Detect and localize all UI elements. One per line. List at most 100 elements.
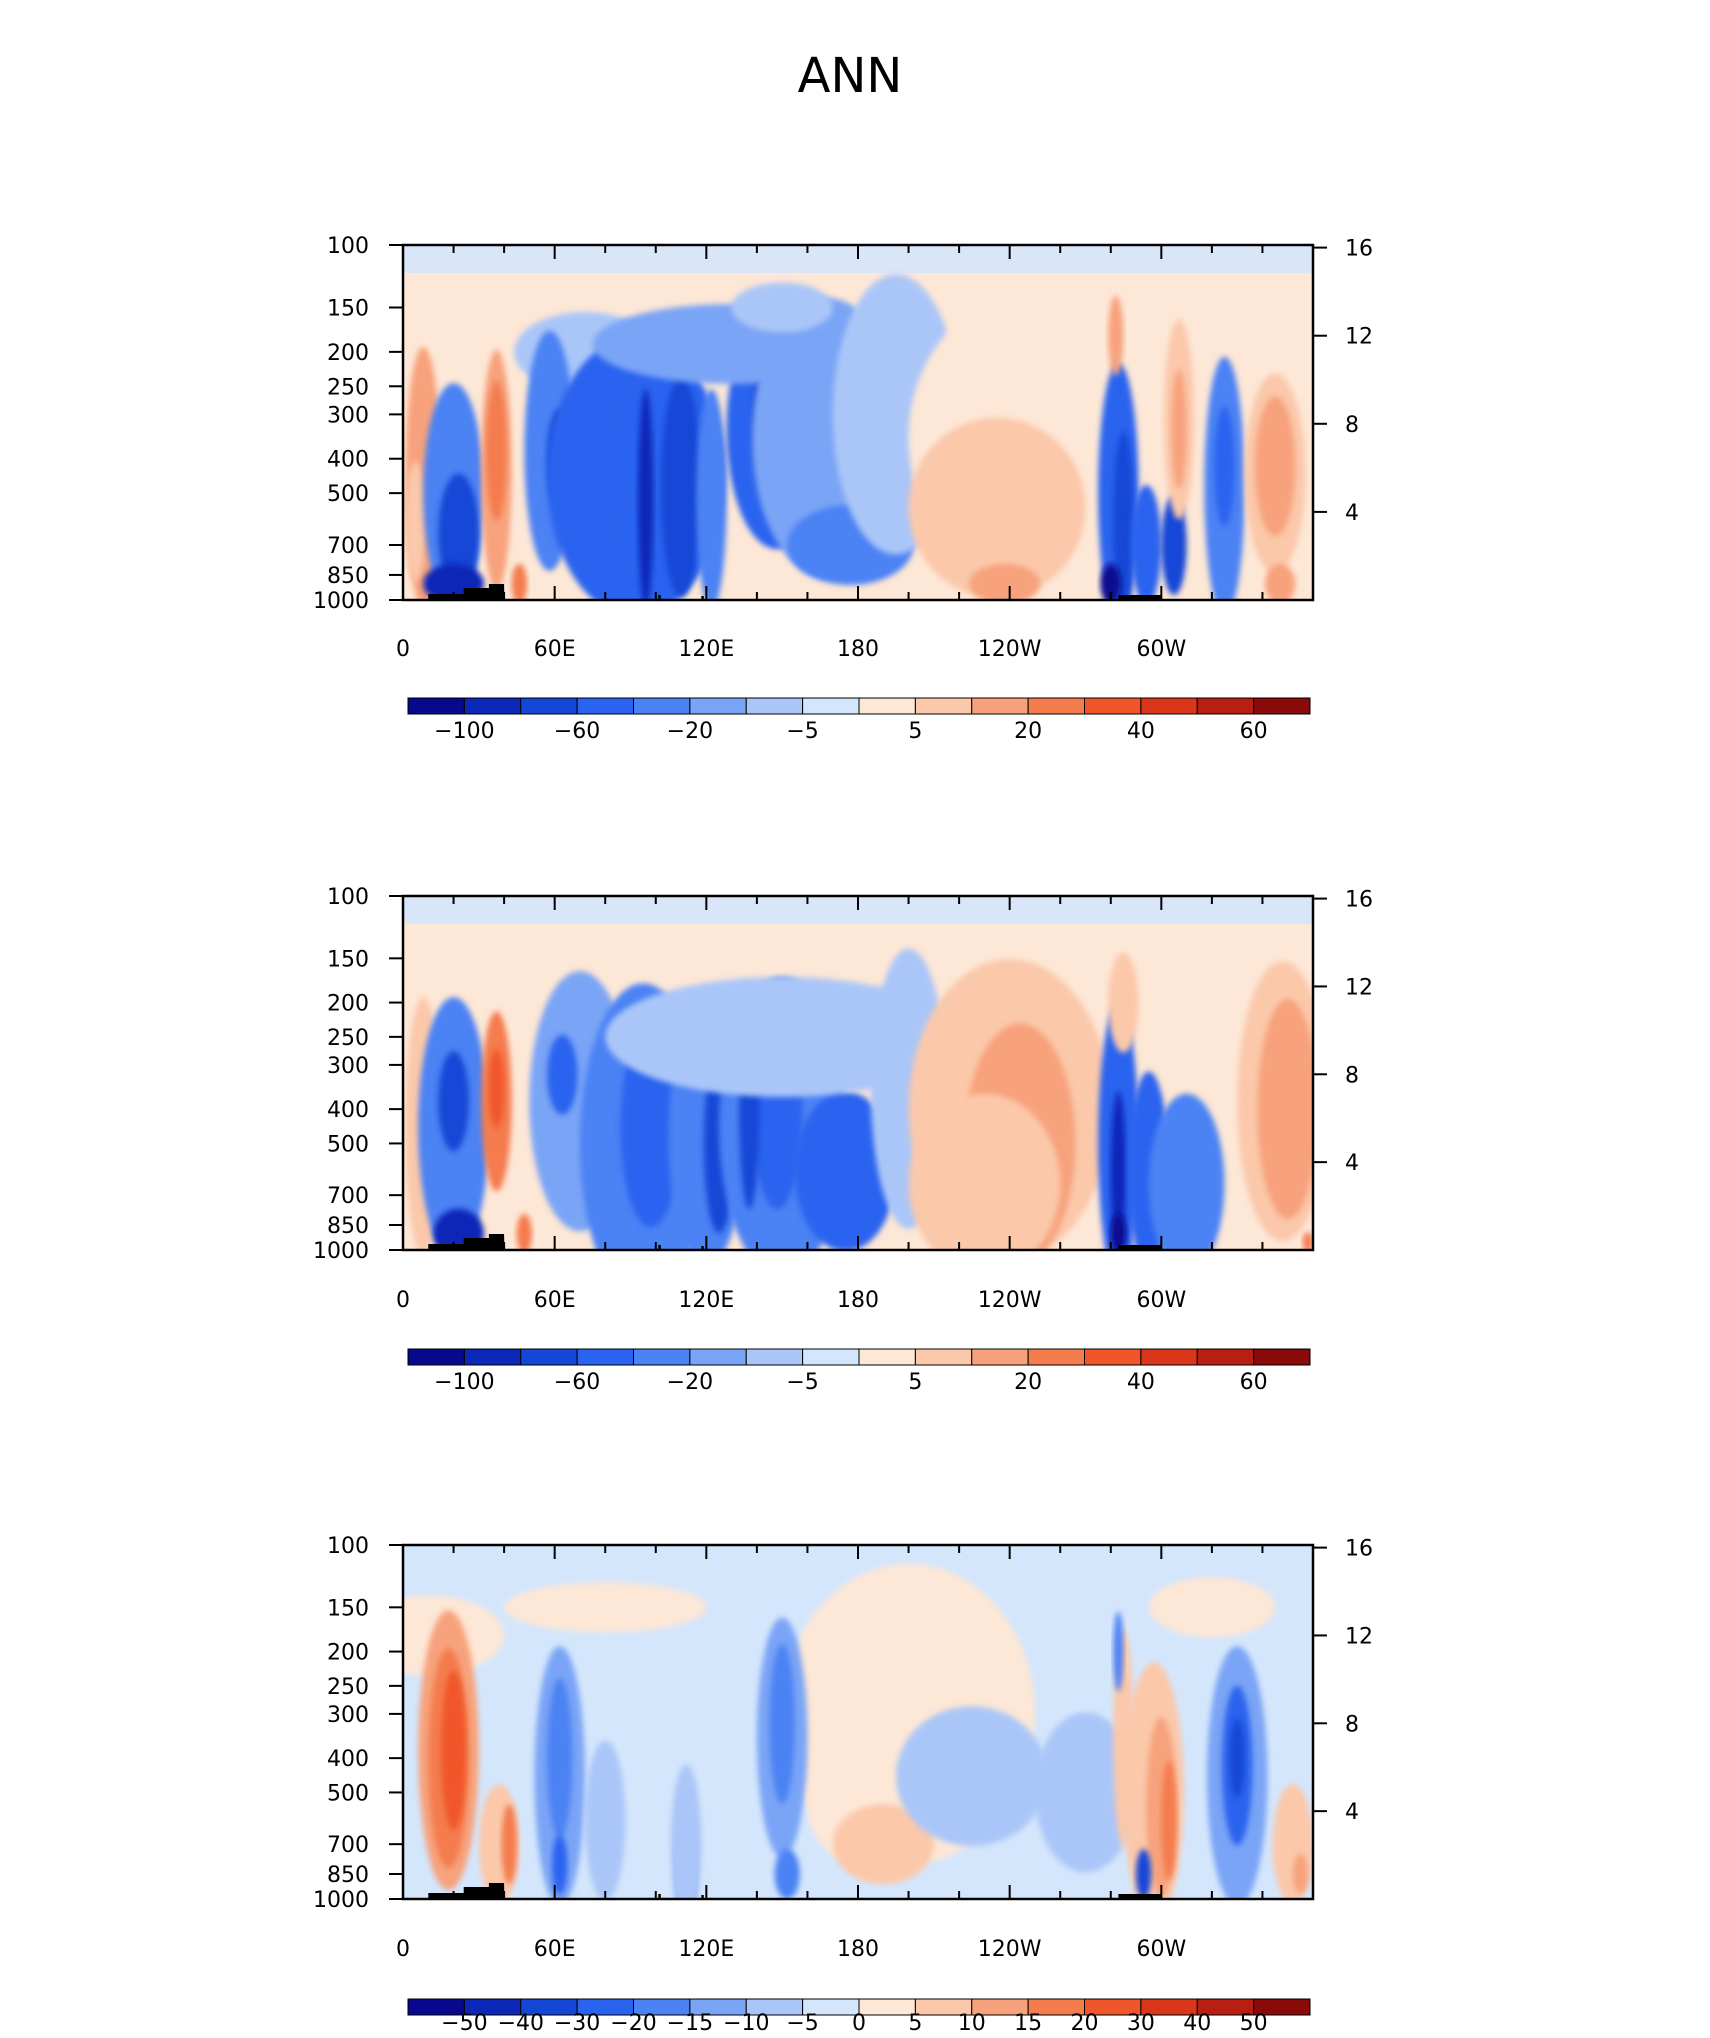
x-tick-label: 180 xyxy=(837,1288,879,1313)
y-right-tick-label: 8 xyxy=(1345,1712,1359,1737)
contour-region xyxy=(660,376,702,597)
y-tick-label: 400 xyxy=(327,1098,369,1123)
x-tick-label: 60E xyxy=(534,1937,576,1962)
colorbar-segment xyxy=(858,1348,916,1366)
contour-region xyxy=(501,1804,517,1885)
colorbar-segment xyxy=(745,697,804,715)
colorbar-segment xyxy=(1084,697,1142,715)
colorbar-label: 20 xyxy=(1071,2011,1099,2036)
colorbar-label: 5 xyxy=(908,1370,922,1395)
contour-region xyxy=(1257,999,1313,1220)
contour-region xyxy=(1161,495,1187,595)
land-mask xyxy=(1118,1894,1162,1899)
y-tick-label: 250 xyxy=(327,1675,369,1700)
y-tick-label: 200 xyxy=(327,992,369,1017)
colorbar-label: 40 xyxy=(1127,1370,1155,1395)
contour-region xyxy=(1113,431,1134,600)
y-tick-label: 1000 xyxy=(313,1888,369,1913)
colorbar-label: 40 xyxy=(1183,2011,1211,2036)
contour-region xyxy=(1161,1760,1177,1881)
colorbar-segment xyxy=(689,1348,747,1366)
y-right-tick-label: 8 xyxy=(1345,1063,1359,1088)
contour-region xyxy=(1214,406,1235,527)
contour-region xyxy=(1100,563,1121,600)
contour-region xyxy=(969,563,1040,600)
land-mask xyxy=(701,596,704,600)
contour-region xyxy=(908,1093,1061,1250)
colorbar-segment xyxy=(1027,697,1086,715)
y-tick-label: 100 xyxy=(327,1534,369,1559)
colorbar-label: 30 xyxy=(1127,2011,1155,2036)
colorbar-segment xyxy=(858,697,916,715)
contour-region xyxy=(488,1048,505,1129)
x-tick-label: 60W xyxy=(1136,1288,1186,1313)
y-tick-label: 500 xyxy=(327,1132,369,1157)
panel-3: 0 60E 120E 180 120W 60W1001502002503004005007… xyxy=(313,1534,1373,2036)
panel-1: 0 60E 120E 180 120W 60W 100 150 200 250 300 400 500 7… xyxy=(313,234,1373,744)
panel-2: 0 60E 120E 180 120W 60W 100 150 200 250 300 400 500 7… xyxy=(313,885,1373,1395)
contour-region xyxy=(511,563,527,600)
contour-field xyxy=(403,1545,1313,1899)
contour-region xyxy=(547,1678,573,1839)
y-right-tick-label: 12 xyxy=(1345,325,1373,350)
colorbar-label: −40 xyxy=(498,2011,544,2036)
colorbar-segment xyxy=(1253,1998,1311,2016)
contour-region xyxy=(1113,1611,1124,1692)
land-mask xyxy=(1118,595,1162,600)
colorbar-segment xyxy=(971,1348,1029,1366)
colorbar-segment xyxy=(576,1348,635,1366)
contour-region xyxy=(1264,563,1296,600)
land-mask xyxy=(658,595,661,600)
contour-region xyxy=(1302,1232,1313,1250)
colorbar-segment xyxy=(914,1348,973,1366)
colorbar-segment xyxy=(914,697,973,715)
colorbar-label: 20 xyxy=(1014,1370,1042,1395)
x-tick-label: 120W xyxy=(978,1288,1042,1313)
x-tick-label: 60W xyxy=(1136,1937,1186,1962)
land-mask xyxy=(488,1234,505,1250)
land-mask xyxy=(1118,1245,1162,1250)
y-tick-label: 400 xyxy=(327,448,369,473)
x-tick-label: 60W xyxy=(1136,637,1186,662)
contour-region xyxy=(774,1849,800,1899)
contour-region xyxy=(1254,396,1296,537)
contour-region xyxy=(1148,1577,1276,1638)
contour-region xyxy=(696,389,727,600)
y-right-tick-label: 4 xyxy=(1345,1151,1359,1176)
y-tick-label: 500 xyxy=(327,482,369,507)
y-tick-label: 150 xyxy=(327,1596,369,1621)
y-tick-label: 300 xyxy=(327,403,369,428)
colorbar-label: −100 xyxy=(434,719,494,744)
land-mask xyxy=(488,584,505,600)
colorbar-segment xyxy=(1084,1348,1142,1366)
colorbar-label: −5 xyxy=(786,2011,818,2036)
colorbar-label: 50 xyxy=(1240,2011,1268,2036)
y-right-tick-label: 8 xyxy=(1345,413,1359,438)
colorbar-segment xyxy=(1253,1348,1311,1366)
figure-title: ANN xyxy=(798,48,903,104)
y-tick-label: 1000 xyxy=(313,589,369,614)
colorbar-label: −20 xyxy=(667,719,713,744)
y-tick-label: 700 xyxy=(327,534,369,559)
colorbar-label: 5 xyxy=(908,719,922,744)
colorbar-segment xyxy=(463,1348,522,1366)
contour-region xyxy=(1171,369,1187,490)
contour-region xyxy=(670,1764,702,1899)
land-mask xyxy=(658,1245,661,1250)
colorbar-segment xyxy=(1140,697,1198,715)
contour-region xyxy=(438,1051,469,1152)
contour-region xyxy=(405,461,426,582)
colorbar-label: −20 xyxy=(610,2011,656,2036)
contour-region xyxy=(516,1213,532,1250)
x-tick-label: 180 xyxy=(837,1937,879,1962)
y-right-tick-label: 16 xyxy=(1345,888,1373,913)
contour-region xyxy=(1136,1849,1152,1899)
y-tick-label: 200 xyxy=(327,341,369,366)
colorbar-segment xyxy=(1140,1348,1198,1366)
y-right-tick-label: 16 xyxy=(1345,237,1373,262)
y-tick-label: 700 xyxy=(327,1184,369,1209)
colorbar-label: −60 xyxy=(554,719,600,744)
colorbar-segment xyxy=(576,697,635,715)
contour-field xyxy=(403,896,1313,1250)
y-right-tick-label: 16 xyxy=(1345,1537,1373,1562)
